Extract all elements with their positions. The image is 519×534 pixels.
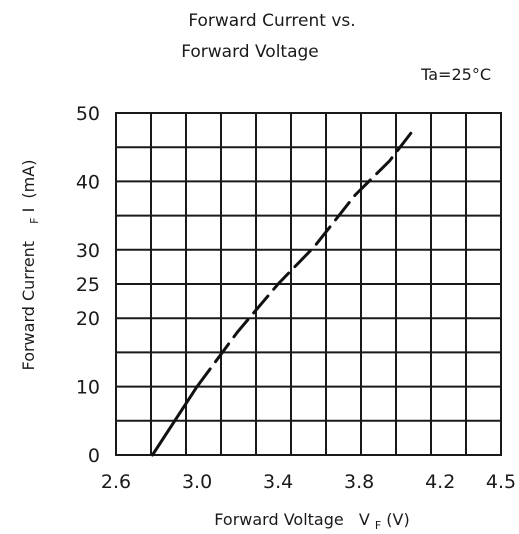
chart-title-line-1: Forward Current vs. <box>188 11 355 31</box>
series-line-dashed <box>195 125 418 389</box>
x-axis-label-unit: (V) <box>386 510 409 529</box>
y-axis-label-subscript: F <box>28 217 41 223</box>
y-tick-label: 25 <box>76 274 100 296</box>
y-tick-label: 50 <box>76 103 100 125</box>
y-axis-label-symbol: I <box>19 208 38 213</box>
x-tick-labels: 2.6 3.0 3.4 3.8 4.2 4.5 <box>101 471 516 493</box>
temperature-annotation: Ta=25°C <box>420 65 491 84</box>
plot-grid <box>115 112 502 456</box>
x-tick-label: 4.5 <box>486 471 516 493</box>
series-line-solid <box>150 385 199 457</box>
x-tick-label: 3.8 <box>344 471 374 493</box>
x-tick-label: 3.0 <box>182 471 212 493</box>
x-axis-label-symbol: V <box>359 510 370 529</box>
x-axis-label-subscript: F <box>375 519 381 532</box>
y-axis-label: Forward Current F I (mA) <box>19 160 42 371</box>
data-series <box>150 125 418 457</box>
x-tick-label: 4.2 <box>425 471 455 493</box>
x-axis-label-main: Forward Voltage <box>214 510 343 529</box>
y-tick-label: 30 <box>76 240 100 262</box>
y-axis-label-main: Forward Current <box>19 241 38 371</box>
x-tick-label: 2.6 <box>101 471 131 493</box>
y-tick-label: 0 <box>88 445 100 467</box>
chart-title-line-2: Forward Voltage <box>181 42 319 62</box>
y-tick-labels: 0 10 20 25 30 40 50 <box>76 103 100 467</box>
y-tick-label: 40 <box>76 171 100 193</box>
x-axis-label: Forward Voltage V F (V) <box>214 510 409 533</box>
y-tick-label: 10 <box>76 377 100 399</box>
x-tick-label: 3.4 <box>263 471 293 493</box>
y-axis-label-unit: (mA) <box>19 160 38 199</box>
y-tick-label: 20 <box>76 308 100 330</box>
